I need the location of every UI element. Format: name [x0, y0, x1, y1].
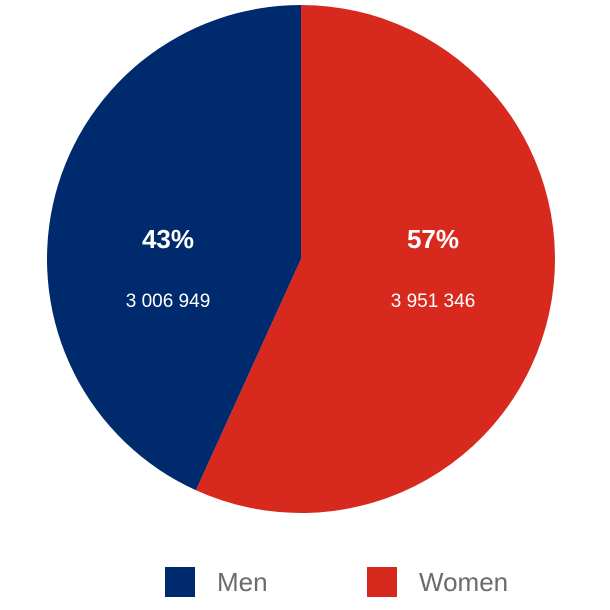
- pie-percent-label-men: 43%: [142, 224, 194, 254]
- legend-item-women: Women: [367, 564, 508, 600]
- pie-percent-label-women: 57%: [407, 224, 459, 254]
- pie-value-label-women: 3 951 346: [391, 291, 476, 312]
- legend-item-men: Men: [165, 564, 268, 600]
- pie-slice-women: [195, 5, 555, 513]
- legend: Men Women: [0, 564, 610, 600]
- legend-label-men: Men: [217, 566, 268, 597]
- legend-swatch-men: [165, 567, 195, 597]
- legend-swatch-women: [367, 567, 397, 597]
- pie-slice-men: [47, 5, 301, 491]
- legend-label-women: Women: [419, 566, 509, 597]
- pie-value-label-men: 3 006 949: [126, 291, 211, 312]
- pie-chart: 43% 3 006 949 57% 3 951 346: [47, 5, 555, 513]
